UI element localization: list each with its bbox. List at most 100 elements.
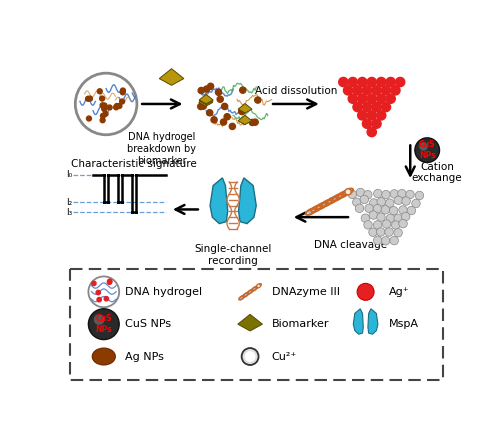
Circle shape [374, 221, 382, 229]
Circle shape [120, 88, 126, 93]
Circle shape [345, 189, 351, 195]
Circle shape [217, 96, 224, 102]
Circle shape [386, 77, 396, 87]
Circle shape [361, 214, 370, 222]
Circle shape [364, 190, 372, 199]
Circle shape [103, 111, 108, 117]
Circle shape [107, 105, 112, 110]
Circle shape [239, 108, 245, 114]
Circle shape [376, 94, 386, 103]
Circle shape [96, 290, 100, 295]
Circle shape [396, 77, 405, 87]
Circle shape [367, 111, 376, 120]
Text: Ag⁺: Ag⁺ [388, 287, 409, 297]
Text: DNAzyme III: DNAzyme III [272, 287, 340, 297]
Text: Characteristic signature: Characteristic signature [72, 160, 197, 169]
Circle shape [114, 104, 119, 108]
Circle shape [362, 86, 372, 95]
Circle shape [224, 114, 230, 120]
Circle shape [381, 206, 390, 214]
Circle shape [382, 86, 390, 95]
FancyBboxPatch shape [70, 269, 442, 380]
Circle shape [208, 83, 214, 89]
Text: Acid dissolution: Acid dissolution [255, 86, 338, 96]
Circle shape [348, 94, 358, 103]
Polygon shape [354, 309, 364, 334]
Ellipse shape [92, 348, 116, 365]
Circle shape [394, 196, 402, 205]
Circle shape [407, 206, 416, 215]
Circle shape [257, 284, 260, 288]
Circle shape [97, 298, 102, 302]
Circle shape [382, 237, 390, 245]
Circle shape [399, 219, 407, 228]
Circle shape [372, 86, 381, 95]
Circle shape [94, 314, 104, 325]
Circle shape [358, 111, 367, 120]
Circle shape [240, 87, 246, 93]
Circle shape [406, 190, 414, 199]
Circle shape [382, 190, 390, 199]
Circle shape [104, 297, 108, 301]
Circle shape [353, 102, 362, 112]
Circle shape [370, 199, 378, 207]
Circle shape [88, 309, 119, 340]
Polygon shape [199, 95, 213, 104]
Circle shape [211, 117, 217, 123]
Circle shape [390, 190, 398, 198]
Polygon shape [159, 69, 184, 85]
Circle shape [120, 99, 124, 104]
Circle shape [88, 96, 92, 101]
Circle shape [415, 138, 440, 163]
Circle shape [369, 211, 378, 219]
Circle shape [252, 119, 258, 125]
Circle shape [376, 213, 385, 221]
Circle shape [358, 77, 367, 87]
Circle shape [382, 102, 390, 112]
Circle shape [394, 228, 402, 237]
Circle shape [100, 103, 105, 108]
Circle shape [102, 103, 107, 108]
Circle shape [204, 86, 210, 92]
Polygon shape [199, 95, 213, 105]
Circle shape [392, 221, 400, 229]
Circle shape [242, 348, 258, 365]
Circle shape [385, 228, 394, 236]
Circle shape [382, 220, 391, 228]
Circle shape [394, 214, 402, 223]
Circle shape [86, 96, 90, 101]
Circle shape [88, 276, 119, 307]
Text: Ag NPs: Ag NPs [126, 351, 164, 362]
Circle shape [398, 189, 406, 198]
Circle shape [372, 119, 381, 128]
Circle shape [377, 197, 386, 206]
Circle shape [86, 116, 92, 121]
Circle shape [108, 279, 112, 283]
Circle shape [100, 114, 105, 118]
Circle shape [206, 110, 213, 116]
Polygon shape [238, 104, 252, 113]
Circle shape [348, 190, 356, 199]
Circle shape [376, 111, 386, 120]
Circle shape [372, 102, 381, 112]
Text: DNA hydrogel
breakdown by
biomarker: DNA hydrogel breakdown by biomarker [127, 132, 196, 166]
Circle shape [358, 94, 367, 103]
Text: I₂: I₂ [66, 197, 72, 206]
Text: Cation
exchange: Cation exchange [412, 162, 463, 183]
Text: I₃: I₃ [66, 208, 72, 217]
Circle shape [244, 351, 256, 362]
Circle shape [356, 188, 364, 197]
Text: CuS NPs: CuS NPs [126, 319, 172, 329]
Circle shape [108, 280, 112, 284]
Circle shape [402, 212, 410, 221]
Polygon shape [368, 309, 378, 334]
Polygon shape [210, 178, 228, 224]
Circle shape [374, 189, 382, 198]
Circle shape [357, 283, 374, 300]
Polygon shape [199, 97, 212, 106]
Circle shape [374, 236, 382, 245]
Circle shape [76, 73, 137, 135]
Circle shape [238, 108, 245, 114]
Circle shape [391, 86, 400, 95]
Circle shape [390, 206, 398, 215]
